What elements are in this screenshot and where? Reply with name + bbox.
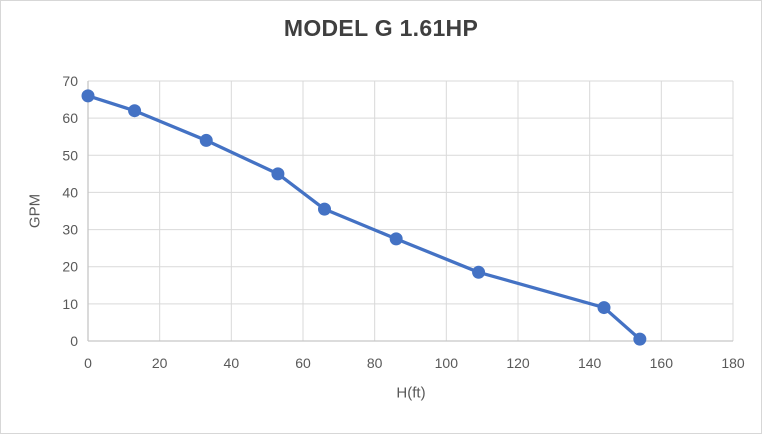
data-point-marker [199,133,213,147]
data-point-marker [318,202,331,216]
x-tick-label: 80 [367,355,383,371]
y-tick-label: 40 [62,184,78,200]
data-point-marker [81,89,95,103]
data-point-marker [597,301,611,315]
x-tick-label: 40 [224,355,240,371]
x-tick-label: 20 [152,355,168,371]
series-line [86,94,642,341]
data-point-marker [389,232,403,246]
y-tick-label: 10 [62,296,78,312]
x-tick-label: 0 [84,355,92,371]
x-tick-label: 120 [506,355,530,371]
y-tick-label: 20 [62,259,78,275]
x-tick-label: 180 [721,355,745,371]
data-point-marker [472,265,486,279]
y-tick-label: 70 [62,73,78,89]
x-tick-label: 60 [295,355,311,371]
y-tick-label: 30 [62,222,78,238]
data-point-marker [128,104,142,118]
x-axis-title: H(ft) [396,384,426,402]
x-tick-label: 100 [435,355,459,371]
y-tick-label: 50 [62,147,78,163]
chart-title: MODEL G 1.61HP [283,15,479,41]
x-tick-label: 140 [578,355,602,371]
x-tick-label: 160 [650,355,674,371]
y-tick-label: 60 [62,110,78,126]
data-point-marker [633,332,647,346]
y-tick-label: 0 [70,333,78,349]
data-point-marker [271,167,285,181]
